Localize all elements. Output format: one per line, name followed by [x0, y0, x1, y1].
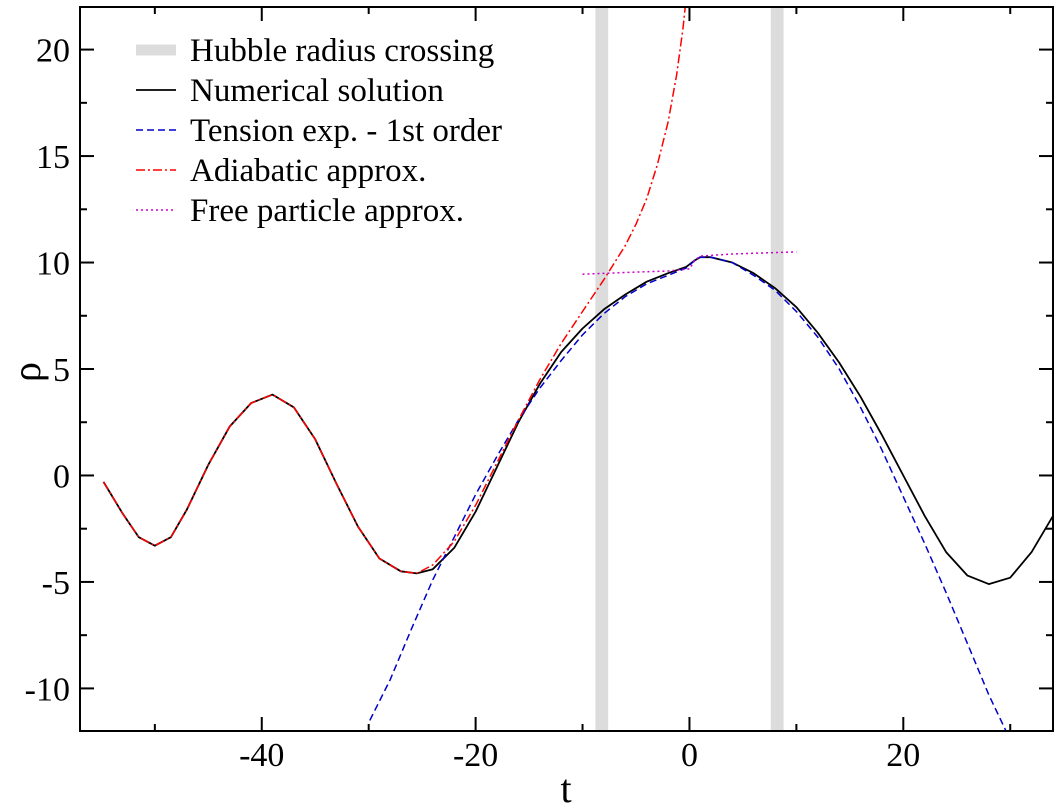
legend-label-2: Numerical solution	[190, 73, 444, 109]
hubble-band-2	[770, 7, 784, 731]
legend-label-4: Adiabatic approx.	[190, 153, 426, 189]
legend-label-3: Tension exp. - 1st order	[190, 113, 502, 149]
x-tick-label: 20	[886, 737, 920, 774]
hubble-bands	[595, 7, 784, 731]
series-group	[102, 7, 1053, 731]
legend-label-5: Free particle approx.	[190, 193, 464, 229]
legend-label-1: Hubble radius crossing	[190, 33, 494, 69]
x-tick-label: -20	[453, 737, 498, 774]
y-tick-label: 0	[53, 458, 70, 495]
axis-ticks	[80, 7, 1053, 731]
series-line-2	[102, 256, 1053, 585]
hubble-band-1	[595, 7, 609, 731]
series-line-5	[582, 251, 797, 275]
x-tick-label: -40	[239, 737, 284, 774]
y-tick-label: -5	[42, 565, 70, 602]
y-tick-label: 5	[53, 352, 70, 389]
y-tick-label: 10	[36, 246, 70, 283]
x-tick-label: 0	[681, 737, 698, 774]
y-axis-label: ρ	[4, 362, 49, 382]
y-tick-label: 15	[36, 139, 70, 176]
series-line-4	[102, 7, 686, 575]
axis-tick-labels: -40 -20 0 20 -10 -5 0 5 10 15 20	[25, 33, 921, 774]
y-tick-label: 20	[36, 33, 70, 70]
x-axis-label: t	[560, 766, 571, 807]
y-tick-label: -10	[25, 671, 70, 708]
series-line-3	[369, 256, 1007, 731]
legend: Hubble radius crossing Numerical solution…	[136, 33, 502, 229]
